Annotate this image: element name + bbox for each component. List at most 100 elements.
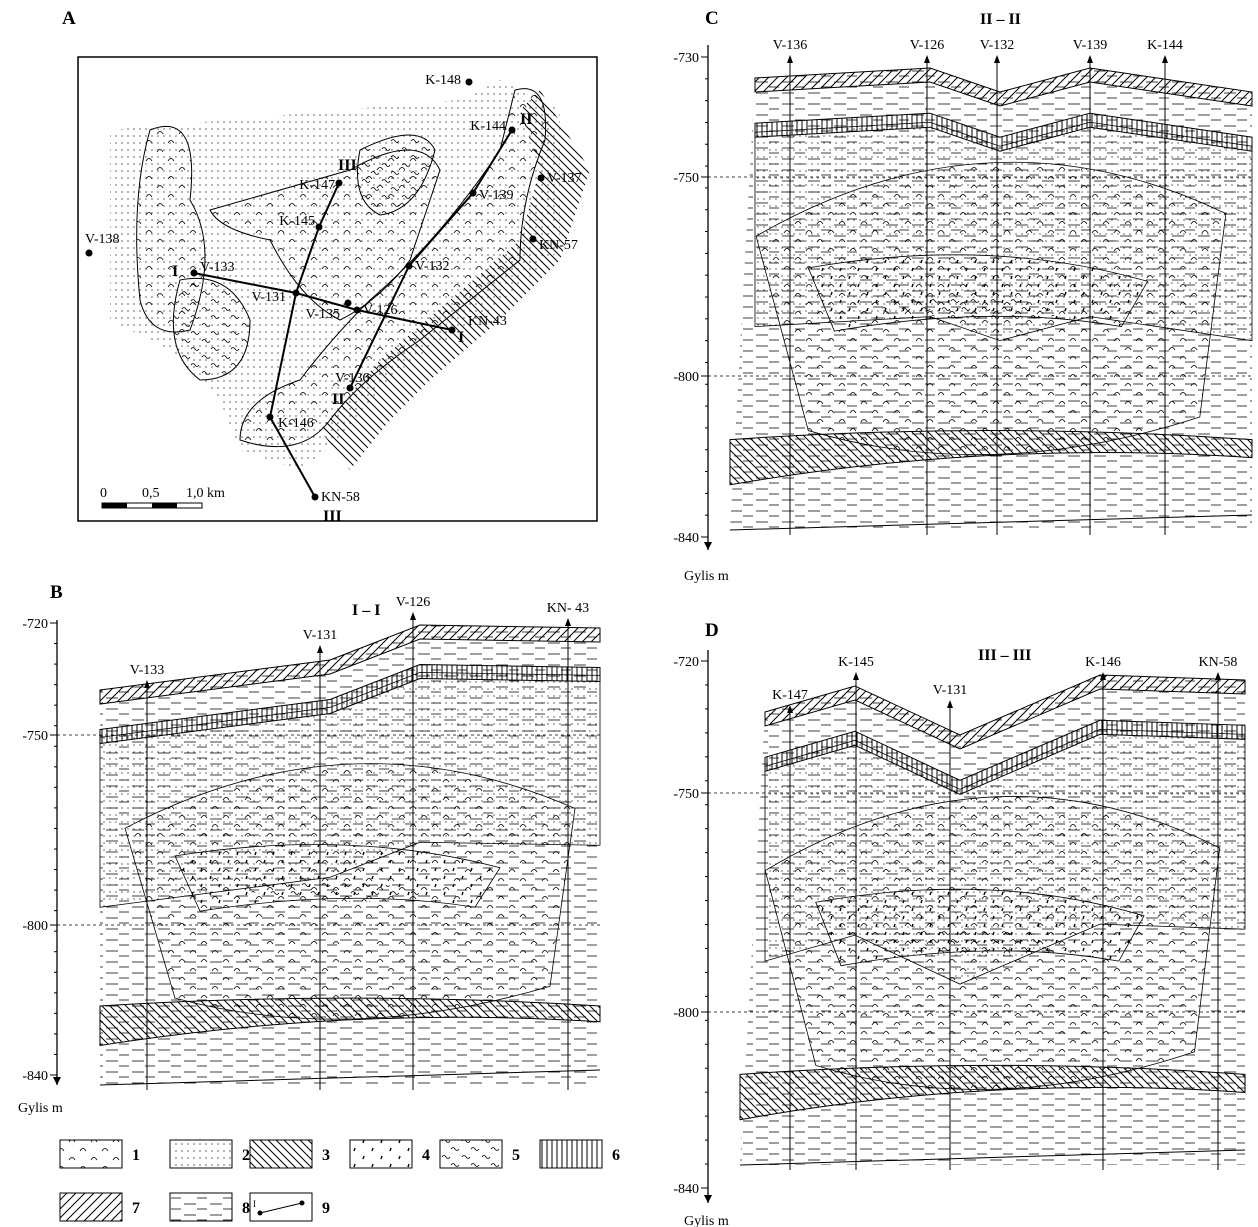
well-label: K-147 (299, 178, 335, 193)
well-label: V-136 (335, 371, 370, 386)
well (406, 263, 413, 270)
legend-swatch (250, 1193, 312, 1221)
section-mark: I (458, 329, 464, 346)
panel-letter: D (705, 620, 719, 641)
depth-label: -840 (22, 1069, 48, 1084)
well (466, 79, 473, 86)
well-label: V-131 (933, 683, 968, 698)
well-label: KN-58 (321, 490, 360, 505)
axis-label: Gylis m (684, 569, 729, 584)
depth-label: -750 (673, 787, 699, 802)
legend-swatch (60, 1193, 122, 1221)
well-label: K-145 (838, 655, 874, 670)
well (345, 300, 352, 307)
well-label: V-126 (363, 303, 398, 318)
well-label: V-137 (547, 171, 582, 186)
well-label: K-146 (278, 416, 314, 431)
scale-label: 0 (100, 486, 107, 501)
well-arrow (1162, 55, 1168, 63)
well-label: V-139 (1073, 38, 1108, 53)
well-arrow (994, 55, 1000, 63)
well-label: V-138 (85, 232, 120, 247)
scale-label: 0,5 (142, 486, 160, 501)
well-label: KN-43 (468, 314, 507, 329)
well-label: K-146 (1085, 655, 1121, 670)
well-label: V-136 (773, 38, 808, 53)
legend-swatch (250, 1140, 312, 1168)
panel-letter: B (50, 582, 63, 603)
scale-label: 1,0 km (186, 486, 225, 501)
well-arrow (853, 672, 859, 680)
well (86, 250, 93, 257)
depth-label: -720 (22, 617, 48, 632)
well-arrow (1215, 672, 1221, 680)
well-label: V-132 (415, 259, 450, 274)
depth-label: -750 (22, 729, 48, 744)
legend-mark: I (253, 1199, 256, 1209)
section-title: I – I (352, 602, 380, 619)
legend-label: 6 (612, 1147, 620, 1164)
legend-label: 9 (322, 1200, 330, 1217)
depth-label: -840 (673, 531, 699, 546)
legend-label: 1 (132, 1147, 140, 1164)
well-arrow (317, 645, 323, 653)
panel-letter: C (705, 8, 719, 29)
depth-label: -840 (673, 1182, 699, 1197)
well-label: V-126 (910, 38, 945, 53)
legend-swatch (170, 1193, 232, 1221)
well (267, 414, 274, 421)
legend-swatch (350, 1140, 412, 1168)
well (191, 270, 198, 277)
section-title: III – III (978, 647, 1031, 664)
well-label: KN-57 (539, 238, 578, 253)
section-title: II – II (980, 11, 1021, 28)
section-panel: C II – II -730 -750 -800 -840 Gylis m V-136 V-12… (673, 8, 1252, 584)
legend-label: 5 (512, 1147, 520, 1164)
axis-arrow (704, 542, 712, 550)
legend-label: 4 (422, 1147, 430, 1164)
well-arrow (947, 700, 953, 708)
well-label: KN- 43 (547, 601, 589, 616)
legend-swatch (170, 1140, 232, 1168)
legend-swatch (440, 1140, 502, 1168)
well (316, 224, 323, 231)
depth-label: -730 (673, 51, 699, 66)
well-label: V-135 (306, 307, 341, 322)
well-arrow (1087, 55, 1093, 63)
depth-label: -800 (673, 370, 699, 385)
section-mark: II (332, 391, 344, 408)
well (293, 290, 300, 297)
section-mark: III (338, 157, 357, 174)
well (312, 494, 319, 501)
axis-label: Gylis m (684, 1214, 729, 1227)
well-label: V-126 (396, 595, 431, 610)
well-label: K-147 (772, 688, 808, 703)
well-arrow (565, 618, 571, 626)
well (336, 180, 343, 187)
well (509, 127, 516, 134)
well-label: V-131 (303, 628, 338, 643)
well (538, 175, 545, 182)
well-label: V-132 (980, 38, 1015, 53)
well-arrow (924, 55, 930, 63)
legend-dot (300, 1201, 305, 1206)
panel-letter: A (62, 8, 76, 29)
depth-label: -800 (22, 919, 48, 934)
well-label: K-145 (279, 214, 315, 229)
well (354, 307, 361, 314)
legend-swatch (540, 1140, 602, 1168)
map-panel: A K-148K-144V-137K-147V-139K-145KN-57V-1… (62, 8, 597, 525)
well-label: V-133 (130, 663, 165, 678)
well (530, 236, 537, 243)
figure: A K-148K-144V-137K-147V-139K-145KN-57V-1… (0, 0, 1258, 1227)
legend-dot (258, 1211, 263, 1216)
well-label: V-131 (252, 290, 287, 305)
well (470, 190, 477, 197)
axis-arrow (704, 1195, 712, 1203)
well-label: K-148 (425, 73, 461, 88)
depth-label: -750 (673, 171, 699, 186)
axis-arrow (53, 1077, 61, 1085)
legend-label: 7 (132, 1200, 140, 1217)
